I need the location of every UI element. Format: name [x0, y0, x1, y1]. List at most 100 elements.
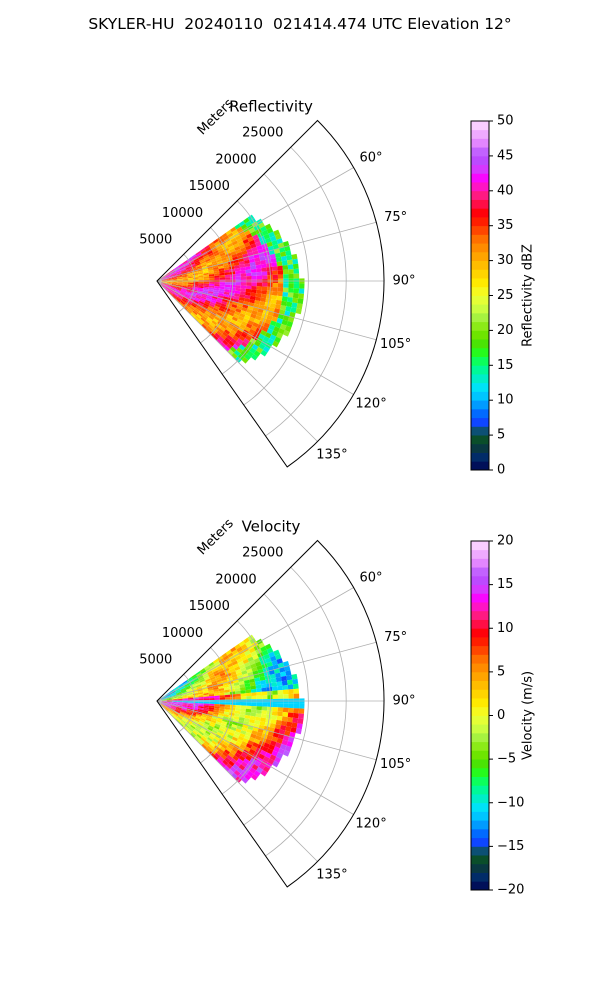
data-cell [227, 662, 234, 668]
data-cell [218, 265, 224, 269]
data-cell [267, 245, 274, 251]
data-cell [225, 240, 232, 246]
data-cell [172, 698, 178, 700]
data-cell [288, 693, 294, 699]
colorbar-tick-label: 5 [497, 428, 505, 443]
data-cell [170, 706, 176, 710]
data-cell [208, 743, 214, 750]
data-cell [243, 217, 250, 224]
data-cell [277, 711, 283, 717]
data-cell [241, 341, 248, 348]
data-cell [198, 696, 204, 699]
data-cell [203, 288, 209, 291]
data-cell [187, 728, 193, 733]
data-cell [198, 276, 204, 279]
data-cell [246, 233, 253, 239]
data-cell [178, 715, 183, 719]
data-cell [240, 273, 247, 277]
data-cell [209, 733, 216, 739]
data-cell [285, 306, 292, 312]
data-cell [264, 302, 271, 307]
data-cell [211, 668, 218, 673]
colorbar-bin [471, 121, 489, 131]
data-cell [256, 766, 263, 774]
data-cell [256, 695, 263, 700]
data-cell [179, 301, 185, 306]
data-cell [246, 668, 253, 674]
data-cell [186, 301, 192, 306]
data-cell [218, 670, 225, 675]
data-cell [204, 732, 210, 737]
data-cell [216, 299, 223, 304]
data-cell [173, 712, 179, 717]
data-cell [263, 653, 270, 660]
data-cell [288, 283, 294, 289]
data-cell [176, 272, 182, 275]
colorbar-bin [471, 811, 489, 821]
data-cell [243, 338, 250, 345]
data-cell [179, 266, 185, 270]
data-cell [240, 285, 247, 289]
data-cell [189, 726, 195, 731]
data-cell [172, 713, 178, 718]
colorbar-bin [471, 426, 489, 436]
data-cell [182, 680, 188, 685]
radial-tick-label: 15000 [189, 179, 230, 194]
data-cell [166, 704, 172, 707]
data-cell [177, 716, 182, 721]
data-cell [177, 704, 183, 706]
data-cell [235, 282, 241, 286]
data-cell [213, 307, 219, 312]
data-cell [161, 696, 167, 700]
data-cell [238, 755, 246, 762]
data-cell [197, 707, 204, 710]
data-cell [191, 254, 197, 259]
data-cell [245, 335, 252, 342]
data-cell [187, 272, 193, 276]
data-cell [227, 349, 234, 356]
data-cell [215, 301, 222, 306]
data-cell [170, 692, 176, 696]
data-cell [208, 331, 215, 337]
data-cell [240, 291, 246, 295]
data-cell [284, 310, 291, 317]
data-cell [244, 353, 252, 361]
data-cell [208, 305, 214, 310]
data-cell [261, 290, 268, 295]
data-cell [198, 273, 204, 276]
data-cell [211, 320, 218, 326]
data-cell [260, 679, 267, 685]
data-cell [259, 721, 266, 726]
data-cell [171, 283, 178, 285]
data-cell [236, 749, 243, 756]
colorbar-bin [471, 724, 489, 734]
data-cell [198, 310, 205, 316]
data-cell [169, 289, 174, 294]
data-cell [187, 696, 194, 699]
data-cell [184, 295, 190, 299]
data-cell [251, 353, 258, 361]
data-cell [170, 287, 176, 291]
data-cell [236, 226, 243, 233]
azimuth-spoke [156, 641, 377, 702]
data-cell [181, 269, 187, 273]
data-cell [166, 279, 173, 281]
data-cell [182, 694, 188, 697]
data-cell [190, 294, 196, 298]
data-cell [172, 701, 178, 703]
data-cell [271, 682, 278, 687]
data-cell [298, 713, 304, 719]
data-cell [287, 292, 294, 298]
data-cell [202, 267, 208, 271]
data-cell [243, 758, 250, 765]
data-cell [182, 717, 188, 722]
data-cell [258, 222, 265, 229]
data-cell [182, 281, 188, 283]
data-cell [195, 682, 201, 687]
data-cell [235, 693, 241, 697]
data-cell [258, 763, 266, 770]
data-cell [184, 715, 190, 719]
data-cell [202, 322, 209, 328]
colorbar-tick-label: −5 [497, 752, 516, 767]
data-cell [188, 307, 194, 312]
